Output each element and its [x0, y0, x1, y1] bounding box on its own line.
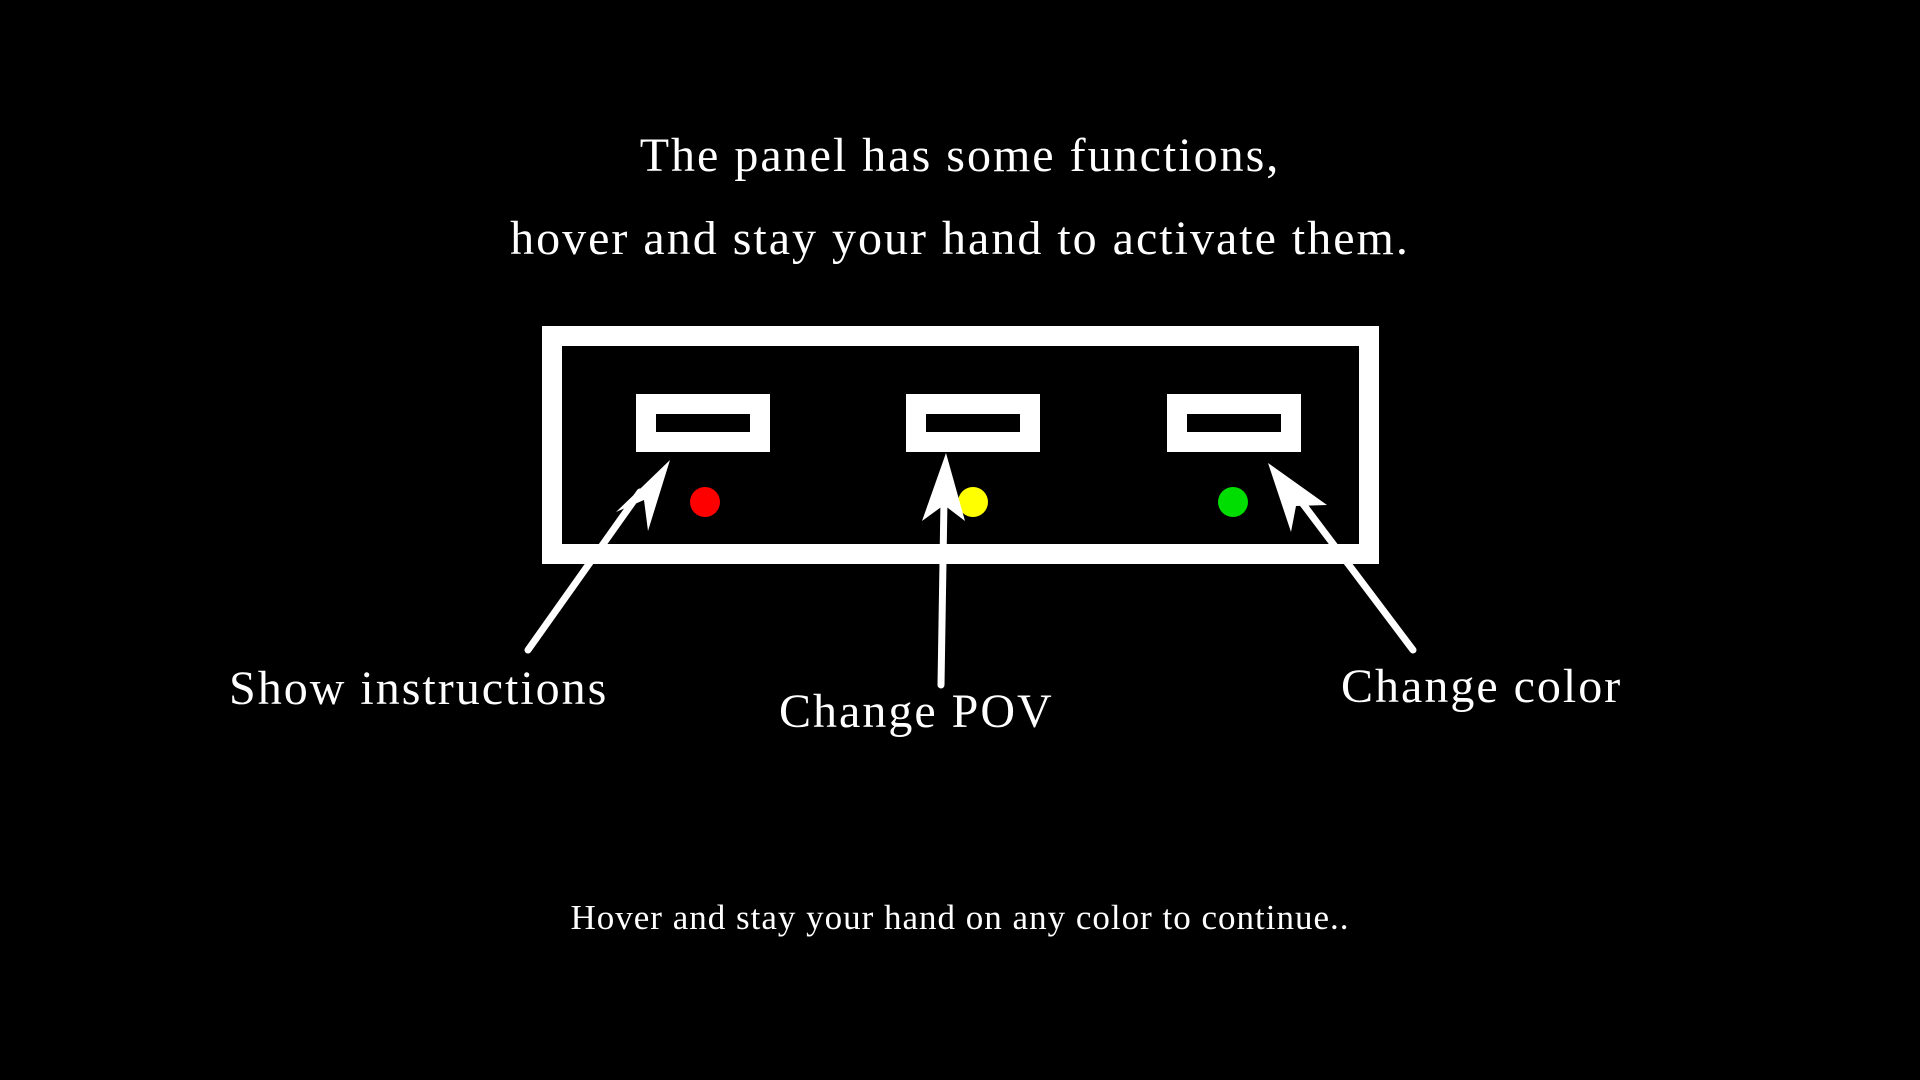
arrow-to-show-instructions [524, 460, 670, 654]
panel-frame [542, 326, 1379, 564]
intro-line-2: hover and stay your hand to activate the… [510, 212, 1410, 265]
change-pov-label: Change POV [779, 685, 1054, 738]
panel-slot-change-color[interactable] [1167, 394, 1301, 452]
arrow-to-change-pov [922, 453, 965, 689]
red-indicator-dot[interactable] [690, 487, 720, 517]
yellow-indicator-dot[interactable] [958, 487, 988, 517]
change-color-label: Change color [1341, 660, 1623, 713]
panel-slot-show-instructions[interactable] [636, 394, 770, 452]
panel-slot-change-pov[interactable] [906, 394, 1040, 452]
arrow-to-change-color [1268, 463, 1417, 654]
continue-prompt: Hover and stay your hand on any color to… [570, 898, 1350, 937]
green-indicator-dot[interactable] [1218, 487, 1248, 517]
intro-line-1: The panel has some functions, [639, 129, 1281, 182]
show-instructions-label: Show instructions [229, 662, 609, 715]
